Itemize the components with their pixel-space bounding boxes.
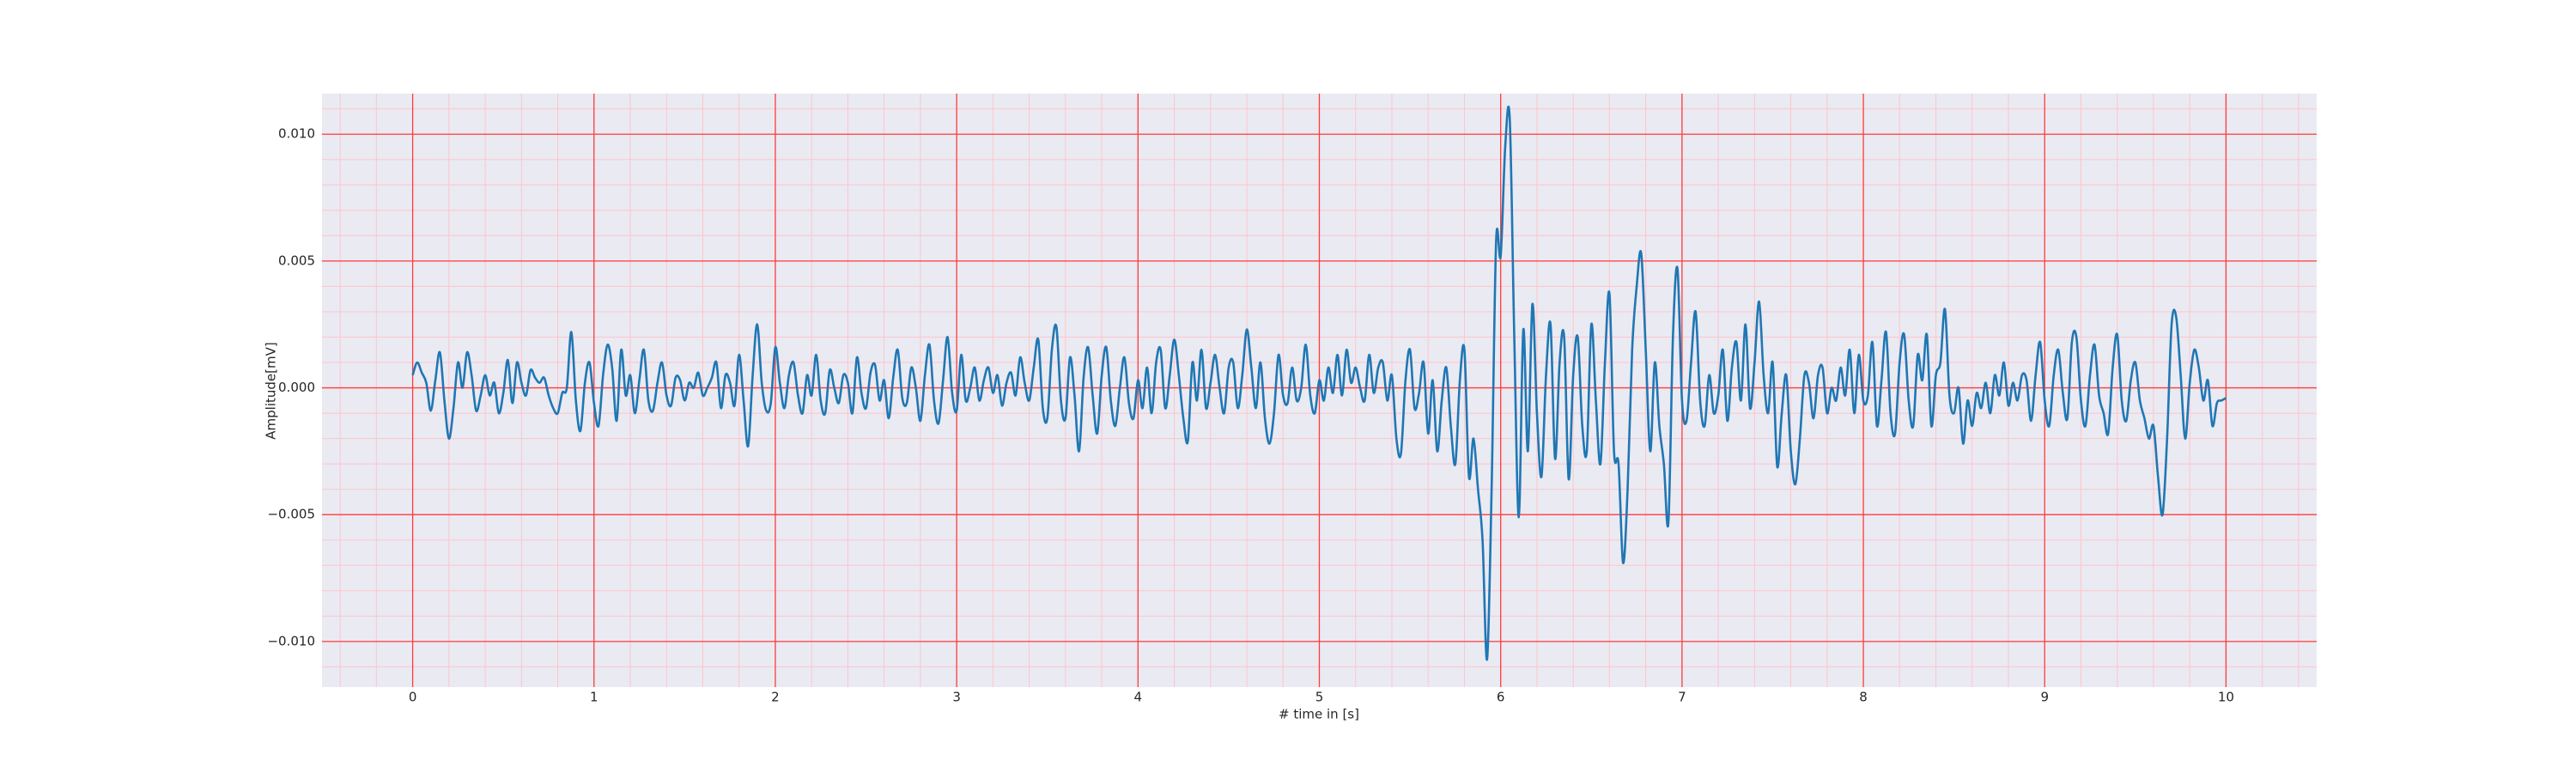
x-tick-label: 4 [1134,690,1143,705]
signal-line [411,105,2227,660]
x-tick-label: 5 [1315,690,1324,705]
y-tick-label: 0.000 [278,380,315,395]
y-tick-label: 0.010 [278,126,315,142]
x-tick-label: 0 [409,690,417,705]
y-axis-label: Amplitude[mV] [264,342,279,439]
x-axis-label: # time in [s] [1279,707,1359,722]
y-tick-label: 0.005 [278,253,315,268]
x-tick-label: 9 [2040,690,2049,705]
y-tick-label: −0.010 [267,633,315,648]
x-tick-label: 7 [1678,690,1686,705]
x-tick-label: 8 [1859,690,1868,705]
x-tick-label: 10 [2218,690,2234,705]
x-tick-label: 2 [771,690,780,705]
x-tick-label: 3 [952,690,961,705]
plot-area [322,94,2317,687]
x-tick-label: 1 [590,690,598,705]
y-tick-label: −0.005 [267,507,315,522]
x-tick-label: 6 [1497,690,1505,705]
